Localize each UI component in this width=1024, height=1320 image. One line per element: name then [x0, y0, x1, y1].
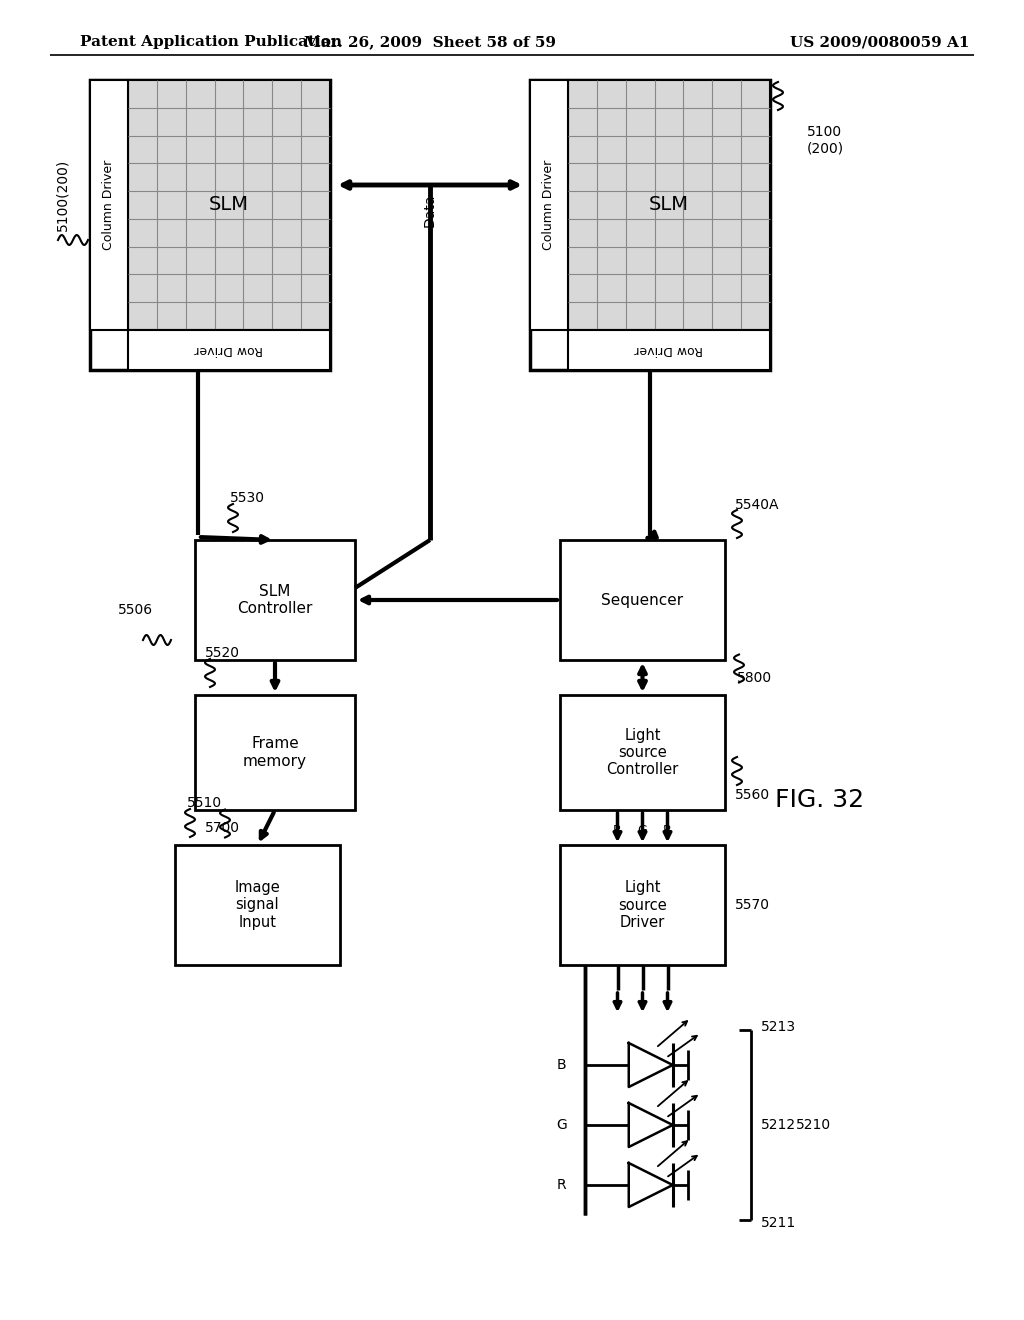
Text: 5100(200): 5100(200): [55, 158, 69, 231]
Bar: [560, 540, 725, 660]
Text: 5213: 5213: [761, 1020, 796, 1034]
Text: Patent Application Publication: Patent Application Publication: [80, 36, 342, 49]
Text: Image
signal
Input: Image signal Input: [234, 880, 281, 929]
Text: B: B: [664, 824, 672, 837]
Bar: [90, 81, 128, 330]
Bar: [560, 845, 725, 965]
Text: 5510: 5510: [187, 796, 222, 810]
Text: SLM: SLM: [209, 195, 249, 214]
Text: Sequencer: Sequencer: [601, 593, 684, 607]
Text: R: R: [557, 1177, 566, 1192]
Text: Row Driver: Row Driver: [635, 343, 703, 356]
Text: 5210: 5210: [796, 1118, 830, 1133]
Text: B: B: [557, 1059, 566, 1072]
Bar: [128, 330, 330, 370]
Text: SLM
Controller: SLM Controller: [238, 583, 312, 616]
Bar: [128, 81, 330, 330]
Bar: [195, 696, 355, 810]
Text: 5506: 5506: [118, 603, 154, 616]
Bar: [530, 81, 568, 330]
Text: Light
source
Driver: Light source Driver: [618, 880, 667, 929]
Text: SLM: SLM: [649, 195, 689, 214]
Bar: [195, 540, 355, 660]
Text: Frame
memory: Frame memory: [243, 737, 307, 768]
Text: Data: Data: [423, 193, 437, 227]
Text: 5540A: 5540A: [735, 498, 779, 512]
Bar: [568, 330, 770, 370]
Text: G: G: [556, 1118, 566, 1133]
Text: Light
source
Controller: Light source Controller: [606, 727, 679, 777]
Polygon shape: [629, 1043, 673, 1086]
Bar: [90, 81, 330, 370]
Bar: [560, 696, 725, 810]
Bar: [530, 81, 770, 370]
Polygon shape: [629, 1163, 673, 1206]
Text: 5570: 5570: [735, 898, 770, 912]
Text: US 2009/0080059 A1: US 2009/0080059 A1: [791, 36, 970, 49]
Text: G: G: [638, 824, 647, 837]
Text: Column Driver: Column Driver: [543, 160, 555, 249]
Text: 5800: 5800: [737, 671, 772, 685]
Text: Column Driver: Column Driver: [102, 160, 116, 249]
Text: 5560: 5560: [735, 788, 770, 803]
Text: Mar. 26, 2009  Sheet 58 of 59: Mar. 26, 2009 Sheet 58 of 59: [304, 36, 556, 49]
Bar: [175, 845, 340, 965]
Text: 5530: 5530: [230, 491, 265, 506]
Text: FIG. 32: FIG. 32: [775, 788, 864, 812]
Text: 5211: 5211: [761, 1216, 796, 1230]
Text: R: R: [613, 824, 622, 837]
Text: 5212: 5212: [761, 1118, 796, 1133]
Text: 5700: 5700: [205, 821, 240, 834]
Polygon shape: [629, 1104, 673, 1147]
Text: 5100
(200): 5100 (200): [807, 125, 844, 154]
Text: 5520: 5520: [205, 645, 240, 660]
Text: Row Driver: Row Driver: [195, 343, 263, 356]
Bar: [568, 81, 770, 330]
